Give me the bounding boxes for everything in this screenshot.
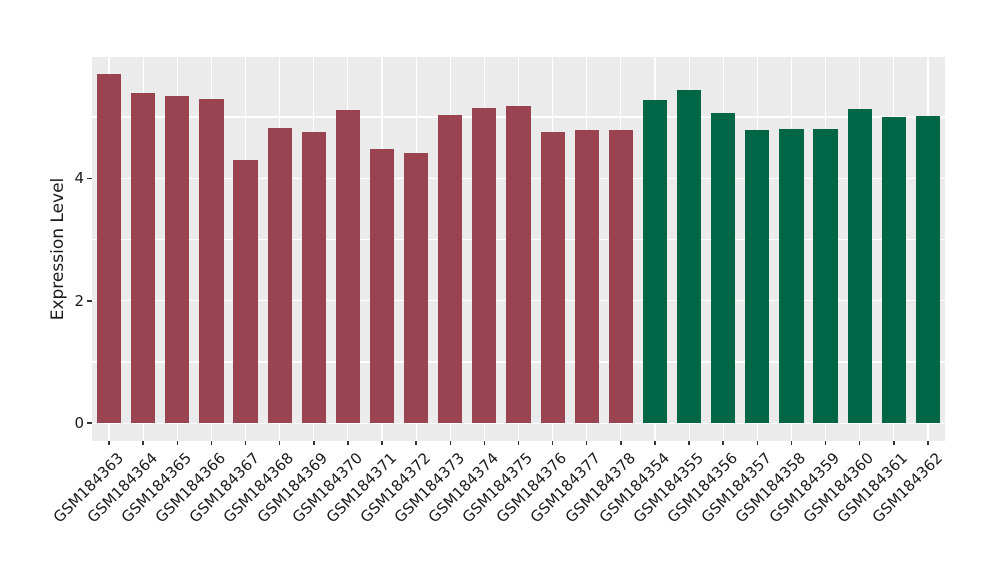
x-tick-mark <box>517 441 520 445</box>
bar-GSM184358 <box>779 129 804 424</box>
bar-GSM184362 <box>915 115 941 424</box>
x-tick-mark <box>210 441 213 445</box>
bar-GSM184355 <box>676 90 702 424</box>
bar-GSM184354 <box>642 100 668 424</box>
x-tick-mark <box>824 441 827 445</box>
x-tick-mark <box>483 441 486 445</box>
x-tick-mark <box>620 441 622 445</box>
bar-GSM184367 <box>233 159 258 424</box>
bar-GSM184370 <box>335 110 360 424</box>
x-tick-mark <box>244 441 247 445</box>
x-tick-mark <box>278 441 281 445</box>
x-tick-mark <box>927 441 929 445</box>
bar-GSM184366 <box>199 99 224 424</box>
x-tick-mark <box>790 441 793 445</box>
x-tick-mark <box>551 441 554 445</box>
bar-GSM184368 <box>267 128 292 424</box>
bar-GSM184364 <box>131 93 156 424</box>
y-tick-mark <box>87 422 92 424</box>
bar-GSM184377 <box>574 129 599 424</box>
x-tick-mark <box>688 441 690 445</box>
x-tick-mark <box>415 441 417 445</box>
y-tick-label: 0 <box>74 414 84 433</box>
x-tick-mark <box>313 441 315 445</box>
x-tick-mark <box>449 441 451 445</box>
bar-GSM184372 <box>404 152 429 424</box>
x-tick-mark <box>654 441 656 445</box>
bar-GSM184361 <box>881 117 906 424</box>
plot-panel <box>92 57 945 441</box>
bar-GSM184363 <box>96 73 122 424</box>
bar-GSM184369 <box>301 131 326 424</box>
bar-GSM184373 <box>438 114 463 424</box>
bar-GSM184356 <box>711 113 736 424</box>
y-tick-mark <box>87 177 92 179</box>
bar-GSM184359 <box>813 129 838 424</box>
x-tick-mark <box>722 441 724 445</box>
bar-GSM184357 <box>745 130 770 424</box>
x-tick-mark <box>381 441 383 445</box>
x-tick-mark <box>756 441 759 445</box>
x-tick-mark <box>108 441 110 445</box>
bar-GSM184371 <box>369 148 395 424</box>
bar-GSM184365 <box>165 96 190 424</box>
bar-GSM184375 <box>506 105 531 424</box>
x-tick-mark <box>893 441 895 445</box>
x-tick-mark <box>142 441 144 445</box>
y-tick-label: 4 <box>74 169 84 188</box>
bar-GSM184378 <box>608 129 633 424</box>
bar-GSM184376 <box>540 132 565 424</box>
y-tick-mark <box>87 300 92 302</box>
bar-GSM184374 <box>472 108 497 424</box>
bar-GSM184360 <box>847 109 872 424</box>
y-tick-label: 2 <box>74 291 84 310</box>
x-tick-mark <box>347 441 349 445</box>
x-tick-mark <box>858 441 861 445</box>
x-tick-mark <box>585 441 588 445</box>
x-tick-mark <box>176 441 179 445</box>
